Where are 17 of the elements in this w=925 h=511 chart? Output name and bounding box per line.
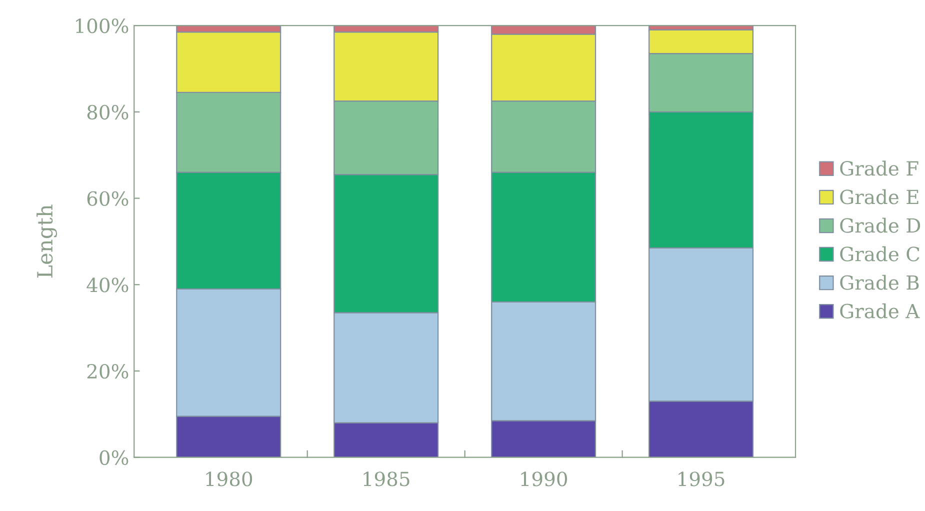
y-tick-label: 60%	[87, 191, 128, 206]
x-tick-label: 1985	[364, 472, 410, 486]
x-tick-label: 1995	[678, 472, 724, 486]
y-tick-label: 100%	[76, 18, 128, 34]
y-tick-label: 80%	[87, 104, 128, 120]
y-tick-label: 20%	[87, 364, 128, 379]
legend-label: Grade A	[840, 303, 920, 318]
y-tick-label: 0%	[100, 450, 128, 466]
x-tick-label: 1990	[521, 472, 567, 486]
y-axis-title: Length	[36, 204, 58, 278]
legend-label: Grade C	[840, 246, 920, 262]
legend-label: Grade E	[840, 189, 918, 204]
legend-label: Grade F	[840, 160, 918, 176]
legend-label: Grade B	[840, 274, 919, 290]
x-tick-label: 1980	[206, 472, 252, 486]
y-tick-label: 40%	[86, 278, 128, 292]
legend-label: Grade D	[840, 218, 920, 233]
